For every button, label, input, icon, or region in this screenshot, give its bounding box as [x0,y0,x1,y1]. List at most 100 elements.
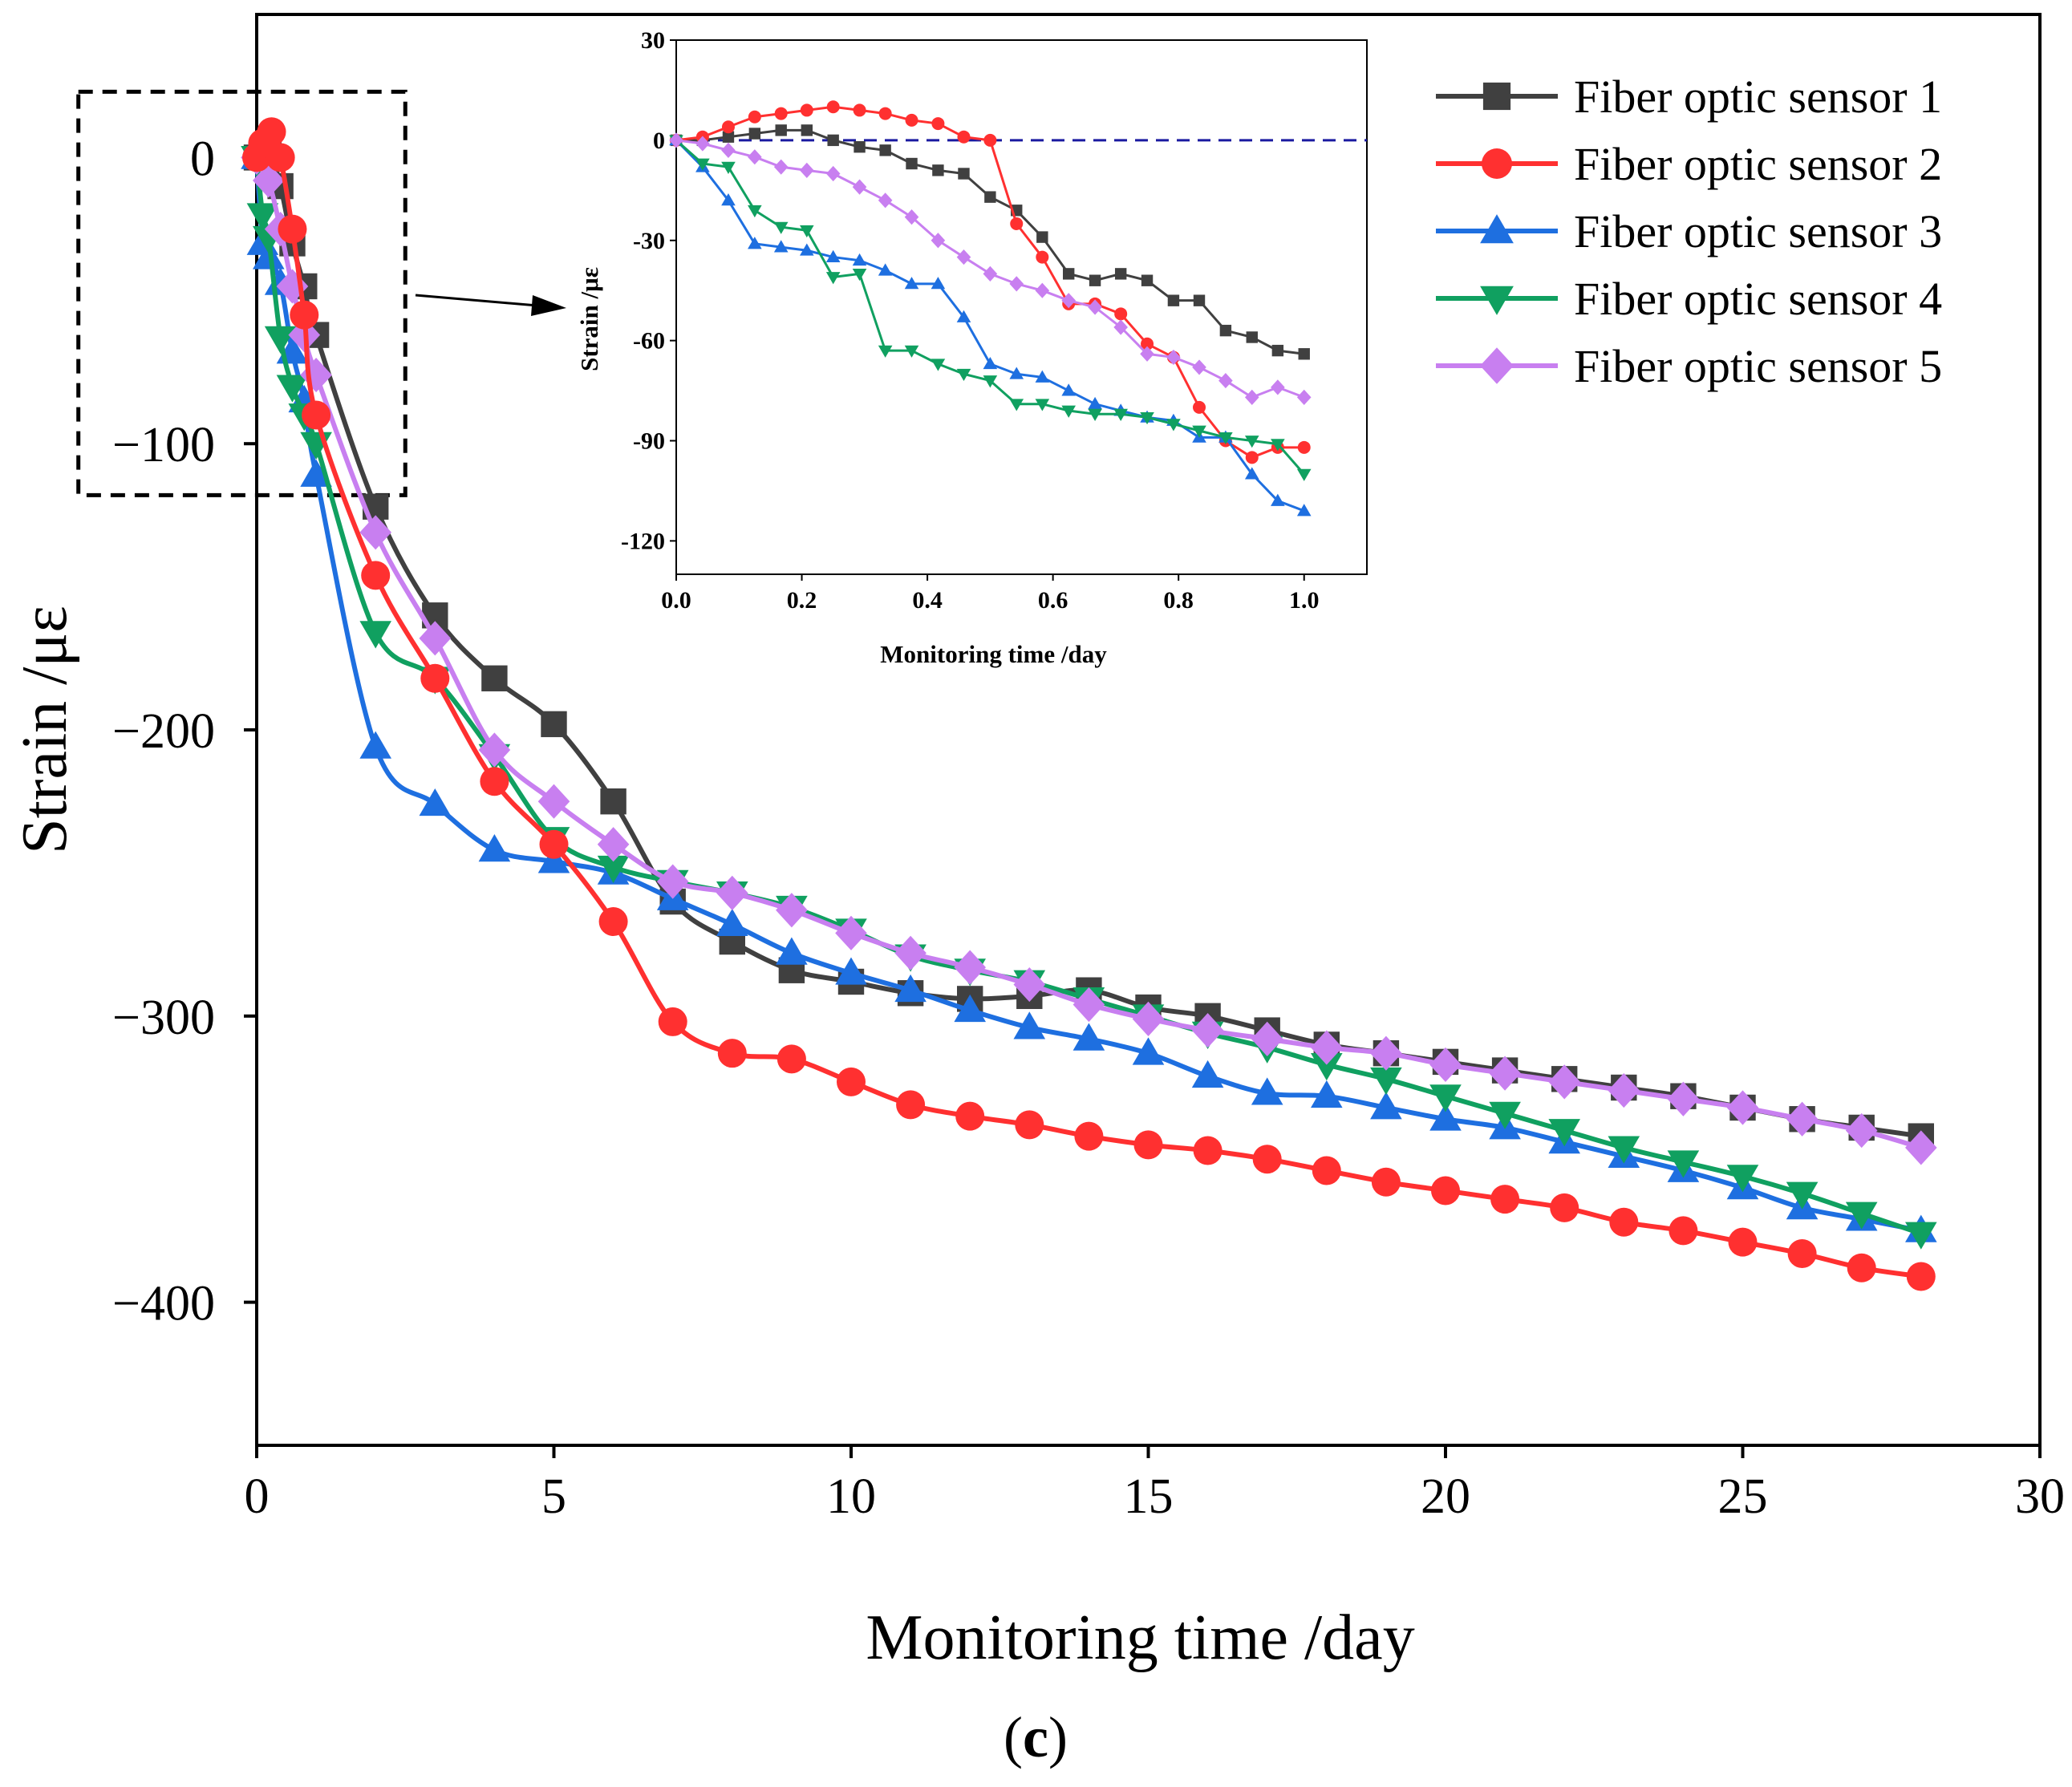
inset-data-point [852,179,867,195]
inset-data-point [1009,367,1024,379]
inset-data-point [722,131,735,143]
inset-data-point [1140,346,1154,362]
inset-data-point [1271,493,1285,506]
main-data-point [1013,1011,1046,1039]
inset-data-point [1141,274,1154,286]
main-data-point [597,855,630,884]
main-data-point [1905,1222,1937,1250]
main-x-tick-label: 25 [1718,1469,1768,1524]
legend-marker-swatch [1480,347,1514,384]
main-data-point [359,731,391,759]
main-x-tick-label: 15 [1124,1469,1174,1524]
main-data-point [776,1044,806,1074]
inset-data-point [906,157,918,170]
inset-data-point [983,356,998,370]
inset-data-point [956,368,971,382]
inset-data-point [1035,282,1050,298]
main-x-tick-label: 30 [2015,1469,2065,1524]
main-data-point [1905,1130,1937,1165]
main-data-point [481,665,508,691]
main-data-point [955,1101,985,1131]
main-data-point [302,400,331,430]
main-data-point [1845,1201,1878,1230]
inset-data-point [1219,324,1232,337]
inset-data-point [800,162,814,178]
inset-data-point [1246,331,1258,343]
main-data-point [359,515,391,550]
inset-data-point [800,243,814,256]
main-data-point [1251,1077,1283,1105]
main-data-point [1786,1101,1819,1137]
inset-data-point [984,191,996,203]
inset-data-point [1061,293,1077,309]
main-data-point [1669,1216,1698,1246]
inset-data-point [1088,408,1102,421]
main-y-tick-label: −300 [112,991,215,1045]
main-data-point [1548,1119,1580,1147]
main-data-point [1252,1145,1282,1174]
main-data-point [1608,1136,1640,1164]
inset-data-point [1244,389,1259,405]
main-data-point [1015,1110,1044,1140]
inset-data-point [1035,399,1050,411]
inset-data-point [695,158,710,171]
main-data-point [1786,1181,1819,1210]
main-data-point [837,1067,866,1096]
inset-x-tick-label: 0.0 [661,587,691,614]
main-x-tick-label: 20 [1421,1469,1470,1524]
main-data-point [1728,1227,1758,1257]
inset-data-point [1035,370,1050,383]
inset-data-point [1244,436,1259,448]
inset-data-point [721,161,736,174]
inset-data-point [1296,504,1312,517]
inset-data-point [878,192,893,209]
inset-data-point [1244,467,1259,480]
main-data-point [1132,1037,1165,1065]
inset-data-point [879,144,891,156]
inset-data-point [1113,408,1128,421]
main-data-point [1074,1121,1104,1151]
main-data-point [954,994,986,1023]
legend-label: Fiber optic sensor 3 [1574,205,1942,257]
main-data-point [290,300,319,330]
inset-data-point [748,237,762,249]
legend-marker-swatch [1480,214,1514,244]
main-x-tick-label: 5 [541,1469,566,1524]
inset-data-point [1114,307,1128,321]
inset-data-point [825,272,841,285]
inset-y-tick-label: -90 [633,428,665,455]
inset-y-tick-label: -30 [633,228,665,254]
inset-data-point [983,133,997,147]
inset-data-point [773,159,789,175]
main-data-point [537,784,570,819]
inset-data-point [1140,411,1154,425]
inset-data-point [983,265,998,282]
main-data-point [1191,1013,1224,1048]
main-data-point [1311,1053,1343,1081]
main-data-point [1370,1035,1402,1071]
main-data-point [300,357,332,393]
main-data-point [835,915,867,950]
inset-data-point [1089,274,1101,286]
main-data-point [1490,1185,1520,1214]
inset-data-point [1192,359,1206,375]
main-y-tick-label: −100 [112,418,215,472]
zoom-arrow-head [531,295,566,316]
inset-data-point [983,375,998,388]
legend: Fiber optic sensor 1 Fiber optic sensor 2… [1436,71,1942,392]
inset-data-point [748,110,761,124]
inset-data-point [748,128,761,140]
zoom-region-box [76,89,408,497]
main-data-point [1667,1150,1700,1178]
inset-data-point [905,113,918,127]
inset-series-fiber-optic-sensor-5 [669,132,1312,405]
inset-data-point [1009,399,1024,411]
inset-data-point [852,253,867,266]
inset-data-point [852,268,867,282]
inset-data-point [904,345,919,358]
inset-data-point [931,359,946,371]
legend-marker-swatch [1482,82,1511,111]
main-data-point [656,864,689,899]
main-data-point [361,561,391,590]
